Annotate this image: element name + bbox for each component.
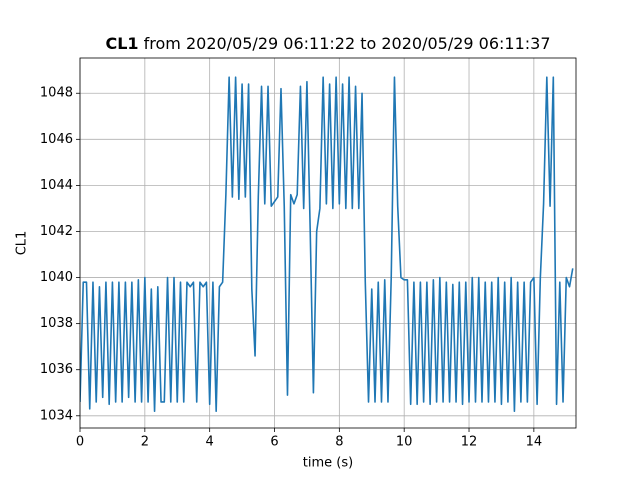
x-tick-label: 10 [396, 435, 413, 450]
x-tick-label: 14 [526, 435, 543, 450]
y-tick-label: 1042 [40, 224, 73, 239]
title-rest: from 2020/05/29 06:11:22 to 2020/05/29 0… [144, 34, 551, 53]
x-tick-label: 4 [206, 435, 214, 450]
y-tick-label: 1038 [40, 316, 73, 331]
chart-title: CL1 from 2020/05/29 06:11:22 to 2020/05/… [105, 34, 550, 53]
x-tick-label: 8 [335, 435, 343, 450]
data-line [80, 76, 574, 412]
y-tick-label: 1036 [40, 362, 73, 377]
y-axis-label: CL1 [15, 231, 30, 256]
x-axis-label: time (s) [303, 456, 353, 471]
y-tick-label: 1044 [40, 178, 73, 193]
y-tick-label: 1034 [40, 408, 73, 423]
x-tick-label: 6 [270, 435, 278, 450]
y-tick-label: 1040 [40, 270, 73, 285]
x-tick-label: 2 [141, 435, 149, 450]
plot-frame [79, 57, 577, 429]
y-tick-label: 1046 [40, 132, 73, 147]
x-tick-label: 0 [76, 435, 84, 450]
x-tick-label: 12 [461, 435, 478, 450]
y-tick-label: 1048 [40, 86, 73, 101]
title-bold: CL1 [105, 34, 138, 53]
